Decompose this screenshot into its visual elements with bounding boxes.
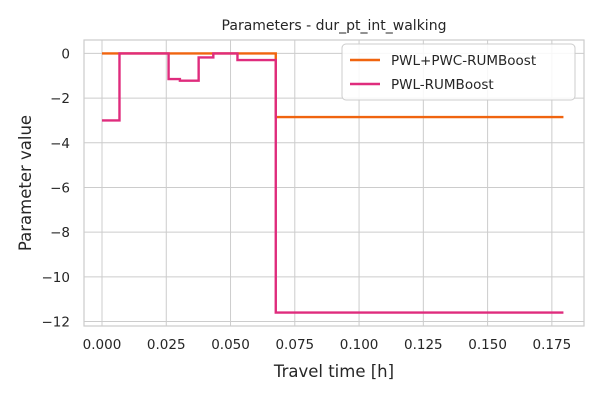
series-layer: [101, 52, 564, 314]
y-axis-ticks: 0 −2 −4 −6 −8 −10 −12: [42, 46, 71, 330]
x-tick-label: 0.025: [147, 337, 186, 353]
y-tick-label: −10: [42, 270, 71, 286]
legend-box: [341, 43, 576, 101]
legend-label-0: PWL+PWC-RUMBoost: [391, 53, 536, 69]
x-tick-label: 0.000: [83, 337, 122, 353]
legend-label-1: PWL-RUMBoost: [391, 77, 494, 93]
y-tick-label: −12: [42, 315, 71, 331]
y-tick-label: −2: [50, 91, 70, 107]
x-tick-label: 0.125: [404, 337, 443, 353]
y-tick-label: 0: [61, 46, 70, 62]
chart-title: Parameters - dur_pt_int_walking: [222, 18, 447, 34]
series-line-1: [101, 52, 564, 314]
legend: PWL+PWC-RUMBoost PWL-RUMBoost: [341, 43, 576, 101]
y-tick-label: −6: [50, 180, 70, 196]
x-axis-ticks: 0.000 0.025 0.050 0.075 0.100 0.125 0.150 0.175: [83, 337, 572, 353]
x-tick-label: 0.100: [340, 337, 379, 353]
x-tick-label: 0.050: [211, 337, 250, 353]
y-tick-label: −4: [50, 136, 70, 152]
x-tick-label: 0.150: [468, 337, 507, 353]
plot-frame: [83, 39, 585, 327]
x-axis-label: Travel time [h]: [273, 362, 394, 381]
x-tick-label: 0.075: [275, 337, 314, 353]
y-tick-label: −8: [50, 225, 70, 241]
y-axis-label: Parameter value: [16, 115, 35, 251]
x-tick-label: 0.175: [533, 337, 572, 353]
